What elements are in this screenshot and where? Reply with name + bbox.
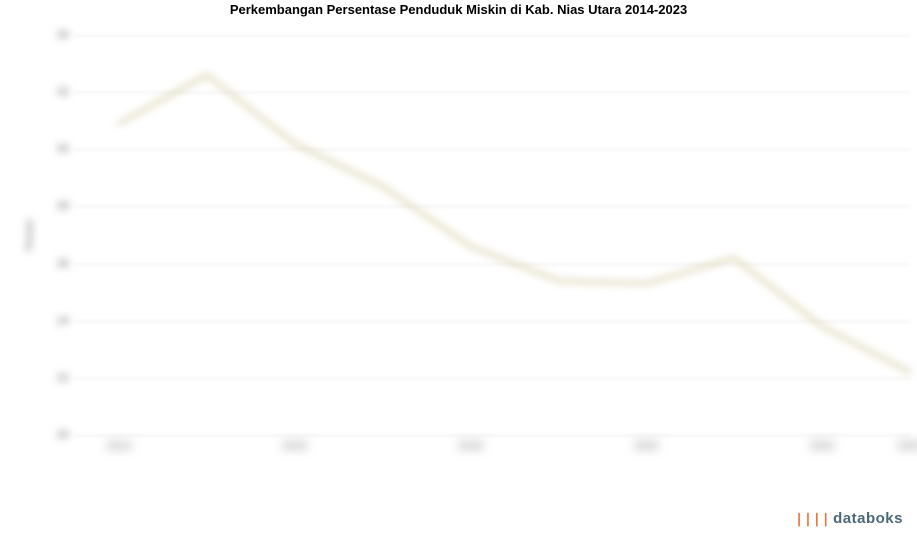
ytick-label: 22 [29,372,69,384]
logo-text: databoks [833,510,903,527]
xtick-label: 2023 [898,440,917,452]
plot-area [75,35,910,435]
ytick-label: 28 [29,200,69,212]
ytick-label: 24 [29,315,69,327]
ytick-label: 26 [29,258,69,270]
ytick-label: 32 [29,86,69,98]
xtick-label: 2016 [282,440,306,452]
xtick-label: 2018 [458,440,482,452]
ytick-label: 34 [29,29,69,41]
ytick-label: 20 [29,429,69,441]
yaxis-title: Persen [25,219,36,251]
chart-line [75,35,910,435]
xtick-label: 2020 [634,440,658,452]
gridline [75,435,910,436]
chart-title: Perkembangan Persentase Penduduk Miskin … [0,2,917,17]
xtick-label: 2014 [107,440,131,452]
databoks-logo: ❘❘❘❘ databoks [794,510,903,527]
ytick-label: 30 [29,143,69,155]
xtick-label: 2022 [810,440,834,452]
logo-mark-icon: ❘❘❘❘ [794,511,830,527]
